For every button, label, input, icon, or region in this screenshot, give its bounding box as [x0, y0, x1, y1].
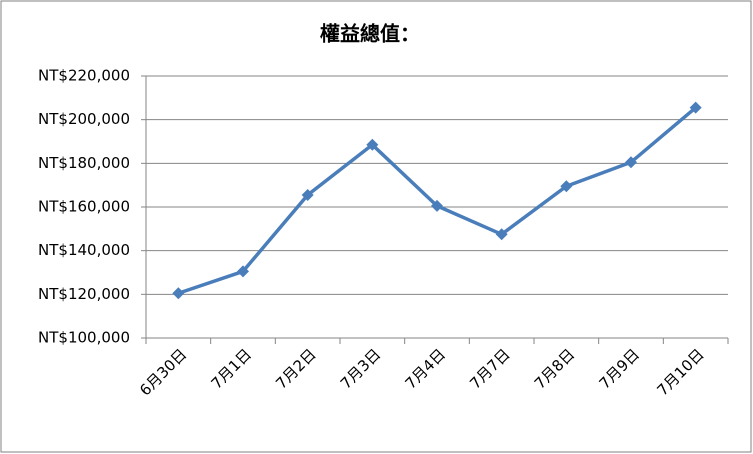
data-marker — [237, 265, 249, 278]
chart-title: 權益總值： — [320, 22, 420, 46]
y-tick-label: NT$160,000 — [38, 198, 130, 216]
data-marker — [301, 188, 314, 201]
y-tick-label: NT$100,000 — [38, 329, 130, 347]
y-tick-label: NT$200,000 — [38, 110, 130, 128]
data-marker — [495, 228, 508, 241]
y-tick-label: NT$180,000 — [38, 154, 130, 172]
y-tick-label: NT$140,000 — [38, 241, 130, 259]
data-marker — [366, 138, 379, 151]
data-marker — [560, 180, 573, 193]
data-marker — [625, 156, 637, 169]
y-tick-label: NT$120,000 — [38, 285, 130, 303]
data-marker — [689, 101, 702, 114]
y-tick-label: NT$220,000 — [38, 67, 130, 85]
data-marker — [431, 199, 443, 212]
data-marker — [172, 287, 185, 300]
